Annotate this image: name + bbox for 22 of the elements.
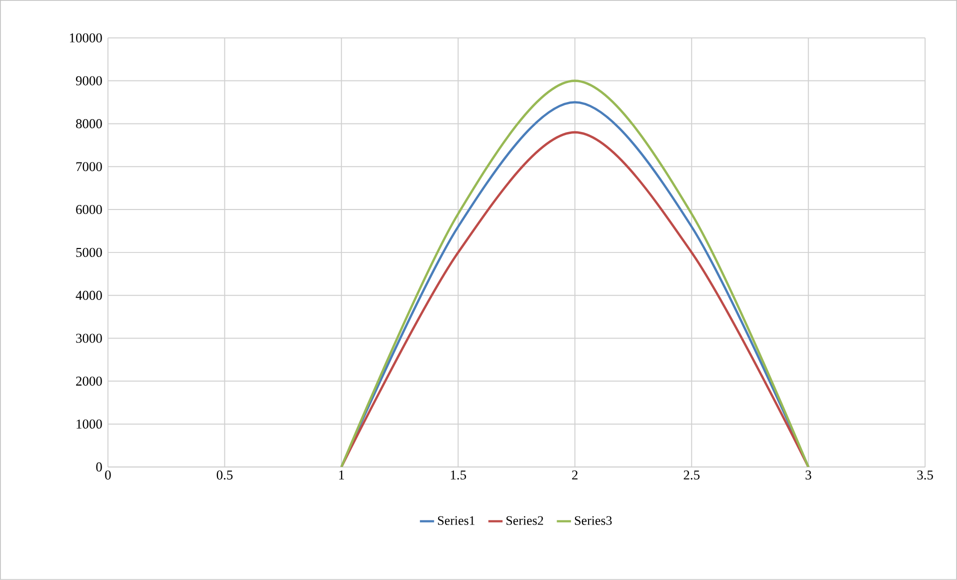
x-tick-label: 2 — [572, 470, 578, 480]
y-tick-label: 0 — [96, 462, 102, 472]
y-tick-label: 1000 — [76, 420, 102, 429]
x-tick-label: 2.5 — [684, 470, 700, 480]
y-tick-label: 7000 — [76, 162, 102, 172]
y-tick-label: 6000 — [76, 205, 102, 214]
x-tick-label: 0.5 — [216, 470, 233, 480]
y-tick-label: 2000 — [76, 376, 102, 386]
y-tick-label: 4000 — [76, 290, 102, 300]
legend-label: Series2 — [506, 516, 544, 525]
legend-label: Series1 — [438, 516, 475, 525]
y-tick-label: 3000 — [76, 334, 102, 343]
y-tick-label: 5000 — [76, 248, 102, 258]
legend-label: Series3 — [574, 516, 612, 525]
x-tick-label: 0 — [105, 470, 111, 480]
x-tick-label: 1.5 — [450, 470, 466, 480]
y-tick-label: 8000 — [76, 119, 102, 128]
y-tick-label: 9000 — [76, 76, 102, 86]
x-tick-label: 3.5 — [917, 470, 933, 480]
x-tick-label: 1 — [339, 470, 344, 480]
y-tick-label: 10000 — [70, 33, 102, 42]
x-tick-label: 3 — [806, 470, 812, 480]
